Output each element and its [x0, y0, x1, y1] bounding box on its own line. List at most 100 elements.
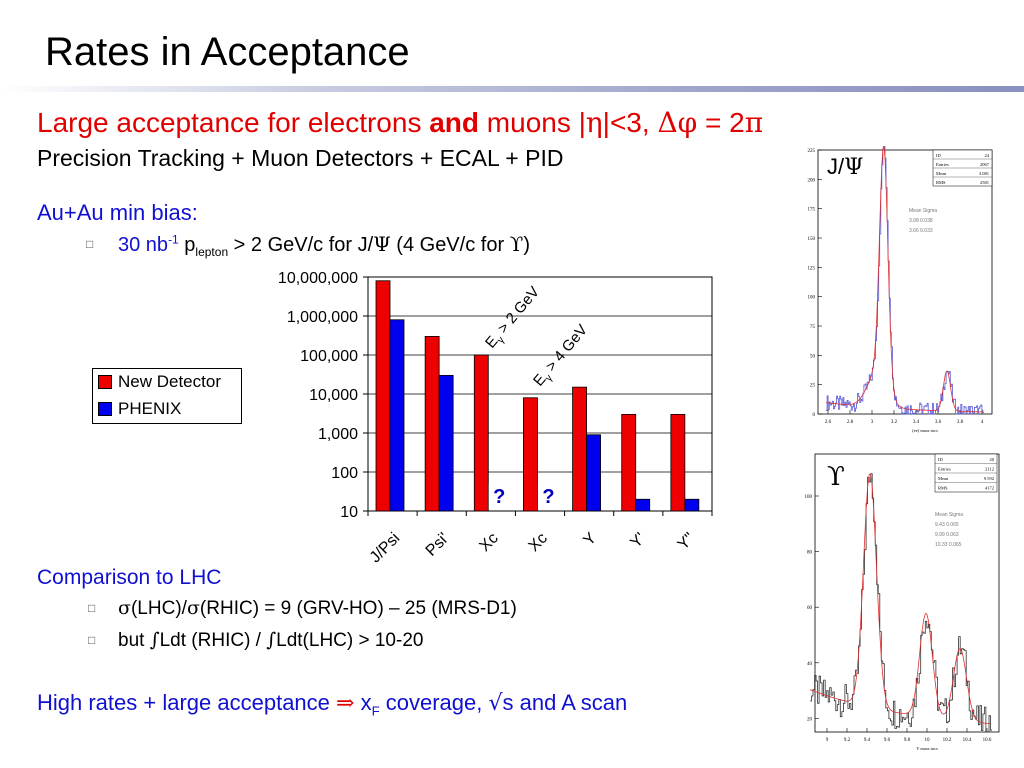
x-tick-label: 9.8 — [904, 738, 911, 743]
headline-text-3: |<3, — [602, 107, 658, 138]
bar-new-detector — [621, 413, 637, 512]
x-tick-label: Y' — [627, 530, 649, 552]
x-tick-label: 3.2 — [891, 420, 898, 425]
y-tick-label: 100,000 — [300, 348, 358, 365]
title-divider — [0, 86, 1024, 92]
jpsi-mass-plot: 225 200 175 150 125 100 75 50 25 0 2.6 2.8 3 3.2 3.4 3.… — [800, 139, 996, 444]
fit-header: Mean Sigma — [909, 208, 937, 214]
bar-phenix — [438, 374, 454, 512]
legend-swatch-phenix — [98, 402, 112, 416]
stats-key: RMS — [938, 486, 948, 491]
y-tick-label: 40 — [807, 662, 813, 667]
y-tick-label: 175 — [808, 208, 816, 213]
y-tick-label: 225 — [808, 149, 816, 154]
x-tick-label: 9.4 — [864, 738, 871, 743]
y-tick-label: 50 — [810, 354, 816, 359]
y-tick-label: 100 — [805, 495, 813, 500]
fit-row: 9.99 0.063 — [935, 532, 959, 538]
plot-frame — [817, 149, 993, 415]
y-tick-label: 25 — [810, 384, 816, 389]
question-mark: ? — [493, 486, 505, 508]
legend-item-new-detector: New Detector — [98, 372, 221, 391]
stats-key: RMS — [936, 180, 946, 185]
y-tick-label: 1,000 — [318, 426, 358, 443]
legend-swatch-new-detector — [98, 375, 112, 389]
x-tick-label: 10.4 — [963, 738, 972, 743]
jpsi-histogram: 225 200 175 150 125 100 75 50 25 0 2.6 2.8 3 3.2 3.4 3.… — [800, 139, 996, 444]
upsilon-histogram-line — [810, 473, 992, 733]
jpsi-label: J/Ψ — [827, 154, 864, 180]
headline-and: and — [429, 107, 480, 138]
stats-value: 9.592 — [984, 476, 994, 481]
stats-value: 3.081 — [979, 171, 989, 176]
y-tick-label: 10,000 — [309, 387, 358, 404]
y-tick-label: 10 — [340, 504, 358, 521]
x-tick-label: Y — [580, 530, 600, 550]
headline-text-2: muons | — [479, 107, 586, 138]
y-tick-label: 60 — [807, 606, 813, 611]
stats-key: Entries — [936, 162, 949, 167]
subheadline: Precision Tracking + Muon Detectors + EC… — [37, 145, 564, 171]
bias-heading: Au+Au min bias: — [37, 200, 198, 225]
bullet-marker: □ — [88, 633, 96, 647]
x-tick-label: 9 — [826, 738, 829, 743]
y-tick-label: 1,000,000 — [287, 309, 358, 326]
y-tick-label: 10,000,000 — [278, 270, 358, 287]
bullet-marker: □ — [86, 237, 94, 251]
rate-chart: 10 100 1,000 10,000 100,000 1,000,000 10,000,0… — [278, 270, 713, 567]
y-tick-label: 150 — [808, 237, 816, 242]
x-tick-label: 9.2 — [844, 738, 851, 743]
lhc-bullet-1: □ σ(LHC)/σ(RHIC) = 9 (GRV-HO) – 25 (MRS-… — [88, 597, 517, 619]
x-tick-label: 4 — [981, 420, 984, 425]
stats-key: Mean — [936, 171, 947, 176]
chart-legend: New Detector PHENIX — [92, 368, 242, 424]
stats-value: 20 — [990, 457, 995, 462]
stats-value: 2581 — [980, 180, 989, 185]
stats-key: ID — [936, 153, 941, 158]
x-tick-label: 10.2 — [943, 738, 952, 743]
fit-row: 10.33 0.065 — [935, 542, 962, 548]
y-tick-label: 75 — [810, 325, 816, 330]
x-tick-label: 3.8 — [957, 420, 964, 425]
x-tick-label: 10 — [925, 738, 931, 743]
x-tick-label: 3.4 — [913, 420, 920, 425]
lhc-bullet-2: □ but ∫Ldt (RHIC) / ∫Ldt(LHC) > 10-20 — [88, 629, 424, 651]
y-tick-label: 0 — [813, 413, 816, 418]
closing-statement: High rates + large acceptance ⇒ xF cover… — [37, 690, 628, 719]
y-tick-label: 100 — [331, 465, 358, 482]
fit-header: Mean Sigma — [935, 512, 963, 518]
x-tick-label: 10.6 — [983, 738, 992, 743]
stats-value: 2067 — [980, 162, 990, 167]
x-axis-label: Y mass mcs — [916, 746, 938, 751]
headline-text-1: Large acceptance for electrons — [37, 107, 430, 138]
eta-symbol: η — [585, 106, 603, 139]
bar-new-detector — [375, 280, 391, 512]
fit-row: 9.43 0.065 — [935, 522, 959, 528]
bullet-marker: □ — [88, 601, 96, 615]
upsilon-mass-plot: 100 80 60 40 20 9 9.2 9.4 9.6 9.8 10 10.2 10.4 10.6 Y … — [785, 450, 1021, 760]
plot-background — [800, 146, 996, 444]
headline: Large acceptance for electrons and muons… — [37, 106, 763, 139]
page-title: Rates in Acceptance — [45, 30, 410, 74]
x-tick-label: Xc — [476, 530, 501, 555]
x-tick-label: Psi' — [423, 530, 453, 560]
stats-value: 2112 — [985, 467, 994, 472]
stats-value: 24 — [985, 153, 990, 158]
bias-bullet: □ 30 nb-1 plepton > 2 GeV/c for J/Ψ (4 G… — [86, 232, 531, 259]
bar-new-detector — [473, 354, 489, 512]
fit-row: 3.08 0.038 — [909, 218, 933, 224]
bar-phenix — [586, 434, 601, 512]
stats-key: ID — [938, 457, 943, 462]
upsilon-label: ϒ — [827, 462, 845, 492]
x-tick-label: 3.6 — [935, 420, 942, 425]
x-tick-label: Y" — [675, 530, 699, 554]
jpsi-fit-curve — [825, 145, 983, 413]
bar-new-detector — [572, 386, 587, 512]
x-tick-label: 3 — [871, 420, 874, 425]
y-tick-label: 20 — [807, 717, 813, 722]
x-tick-label: 2.8 — [847, 420, 854, 425]
y-tick-label: 80 — [807, 551, 813, 556]
x-tick-label: J/Psi — [367, 530, 404, 567]
y-tick-label: 200 — [808, 178, 816, 183]
x-tick-label: Xc — [526, 530, 551, 555]
